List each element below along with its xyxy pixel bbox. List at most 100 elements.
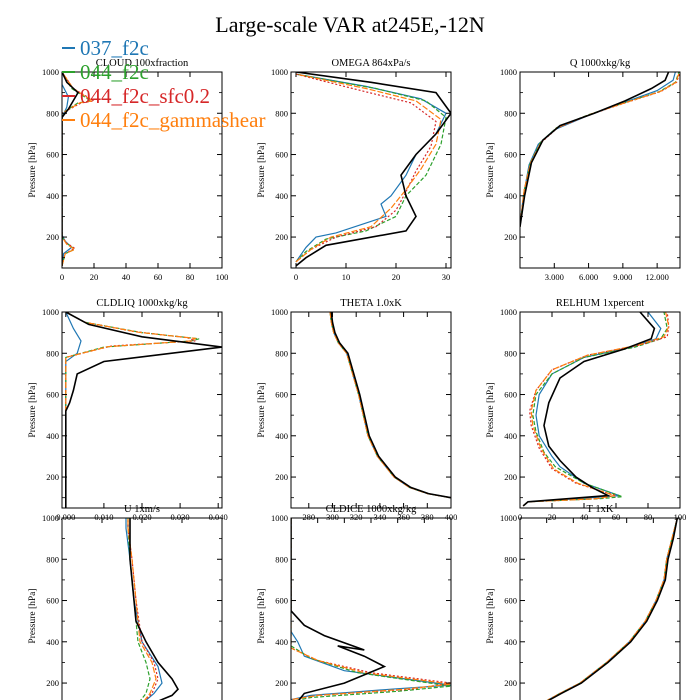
- y-tick-label: 600: [504, 150, 517, 160]
- series-line-4: [65, 312, 222, 508]
- panel-frame: [519, 311, 681, 509]
- y-tick-label: 400: [504, 637, 517, 647]
- series-line-0: [329, 312, 451, 499]
- y-axis-label: Pressure [hPa]: [257, 142, 267, 197]
- legend-item-044-f2c-sfc0.2: 044_f2c_sfc0.2: [62, 84, 265, 108]
- series-line-1: [546, 518, 678, 700]
- y-axis-label: Pressure [hPa]: [257, 382, 267, 437]
- y-axis-label: Pressure [hPa]: [28, 588, 38, 643]
- x-tick-label: 0: [60, 272, 64, 282]
- x-tick-label: 10: [342, 272, 351, 282]
- legend-label: 037_f2c: [80, 35, 149, 60]
- panel-frame: [61, 71, 223, 269]
- x-tick-label: 6.000: [579, 272, 598, 282]
- legend-swatch: [62, 95, 75, 97]
- panel-frame: [61, 517, 223, 700]
- y-tick-label: 200: [504, 232, 517, 242]
- y-tick-label: 600: [504, 390, 517, 400]
- figure-title: Large-scale VAR at245E,-12N: [215, 12, 485, 37]
- y-tick-label: 1000: [500, 307, 517, 317]
- series-line-3: [329, 312, 451, 499]
- y-tick-label: 1000: [500, 67, 517, 77]
- x-tick-label: 12.000: [645, 272, 668, 282]
- legend-swatch: [62, 47, 75, 49]
- x-tick-label: 100: [674, 512, 687, 522]
- x-tick-label: 40: [122, 272, 131, 282]
- series-line-4: [291, 518, 387, 700]
- y-tick-label: 400: [46, 637, 59, 647]
- y-tick-label: 600: [46, 150, 59, 160]
- y-axis-label: Pressure [hPa]: [486, 382, 496, 437]
- series-line-1: [295, 73, 447, 263]
- y-tick-label: 200: [504, 678, 517, 688]
- x-tick-label: 100: [216, 272, 229, 282]
- y-tick-label: 200: [46, 232, 59, 242]
- series-line-1: [127, 518, 151, 700]
- series-line-3: [520, 72, 680, 227]
- panel-title: Q 1000xkg/kg: [570, 58, 631, 69]
- series-line-4: [62, 72, 80, 266]
- series-line-3: [291, 518, 451, 700]
- series-line-2: [295, 73, 437, 263]
- panel-3: 0.000 0.010 0.020 0.030 0.040 200 400 600 800 100…: [28, 298, 228, 522]
- x-tick-label: 0.040: [209, 512, 228, 522]
- series-line-3: [295, 73, 442, 263]
- series-line-3: [522, 312, 670, 507]
- y-tick-label: 600: [275, 596, 288, 606]
- panel-5: 0 20 40 60 80 100 200 400 600 800 1000 Pressure [hP…: [486, 298, 686, 522]
- series-line-4: [330, 312, 451, 499]
- y-tick-label: 200: [275, 678, 288, 688]
- x-tick-label: 0: [518, 512, 522, 522]
- legend-item-037-f2c: 037_f2c: [62, 36, 265, 60]
- series-line-2: [520, 72, 680, 227]
- panel-4: 280 300 320 340 360 380 400 200 400 600 800 1000 Pre…: [257, 298, 457, 522]
- y-axis-label: Pressure [hPa]: [28, 142, 38, 197]
- y-tick-label: 1000: [42, 67, 59, 77]
- y-tick-label: 1000: [271, 67, 288, 77]
- y-tick-label: 1000: [271, 307, 288, 317]
- series-line-2: [546, 518, 678, 700]
- y-tick-label: 400: [46, 431, 59, 441]
- y-tick-label: 800: [504, 348, 517, 358]
- x-tick-label: 0.020: [132, 512, 151, 522]
- y-tick-label: 400: [275, 431, 288, 441]
- y-axis-label: Pressure [hPa]: [486, 142, 496, 197]
- y-tick-label: 200: [275, 232, 288, 242]
- y-tick-label: 400: [275, 637, 288, 647]
- series-line-3: [127, 518, 157, 700]
- legend-label: 044_f2c_gammashear: [80, 107, 266, 132]
- series-line-3: [62, 72, 95, 267]
- x-tick-label: 380: [421, 512, 434, 522]
- legend-item-044-f2c: 044_f2c: [62, 60, 265, 84]
- panel-1: 0 10 20 30 200 400 600 800 1000 Pressure [hPa] OME…: [257, 58, 452, 282]
- panel-title: CLDICE 1000xkg/kg: [326, 504, 417, 515]
- panel-frame: [290, 311, 452, 509]
- x-tick-label: 20: [548, 512, 557, 522]
- x-tick-label: 340: [374, 512, 387, 522]
- x-tick-label: 30: [442, 272, 451, 282]
- x-tick-label: 0: [294, 272, 298, 282]
- panel-title: U 1xm/s: [124, 504, 160, 515]
- panel-frame: [519, 517, 681, 700]
- y-tick-label: 600: [275, 150, 288, 160]
- series-line-1: [291, 518, 451, 700]
- y-tick-label: 400: [46, 191, 59, 201]
- y-tick-label: 1000: [42, 513, 59, 523]
- x-tick-label: 360: [397, 512, 410, 522]
- x-tick-label: 20: [392, 272, 401, 282]
- series-line-4: [547, 518, 679, 700]
- y-tick-label: 400: [504, 431, 517, 441]
- legend-swatch: [62, 71, 75, 73]
- legend-label: 044_f2c_sfc0.2: [80, 83, 211, 108]
- series-line-3: [65, 312, 198, 508]
- x-tick-label: 80: [186, 272, 195, 282]
- x-tick-label: 60: [154, 272, 163, 282]
- y-tick-label: 800: [46, 108, 59, 118]
- y-axis-label: Pressure [hPa]: [28, 382, 38, 437]
- x-tick-label: 0.010: [94, 512, 113, 522]
- y-tick-label: 200: [46, 472, 59, 482]
- panel-7: 0.0000000.000040.000080.000120.000160.00…: [257, 504, 452, 700]
- series-line-0: [520, 72, 676, 227]
- x-tick-label: 0.000: [56, 512, 75, 522]
- panel-frame: [61, 311, 223, 509]
